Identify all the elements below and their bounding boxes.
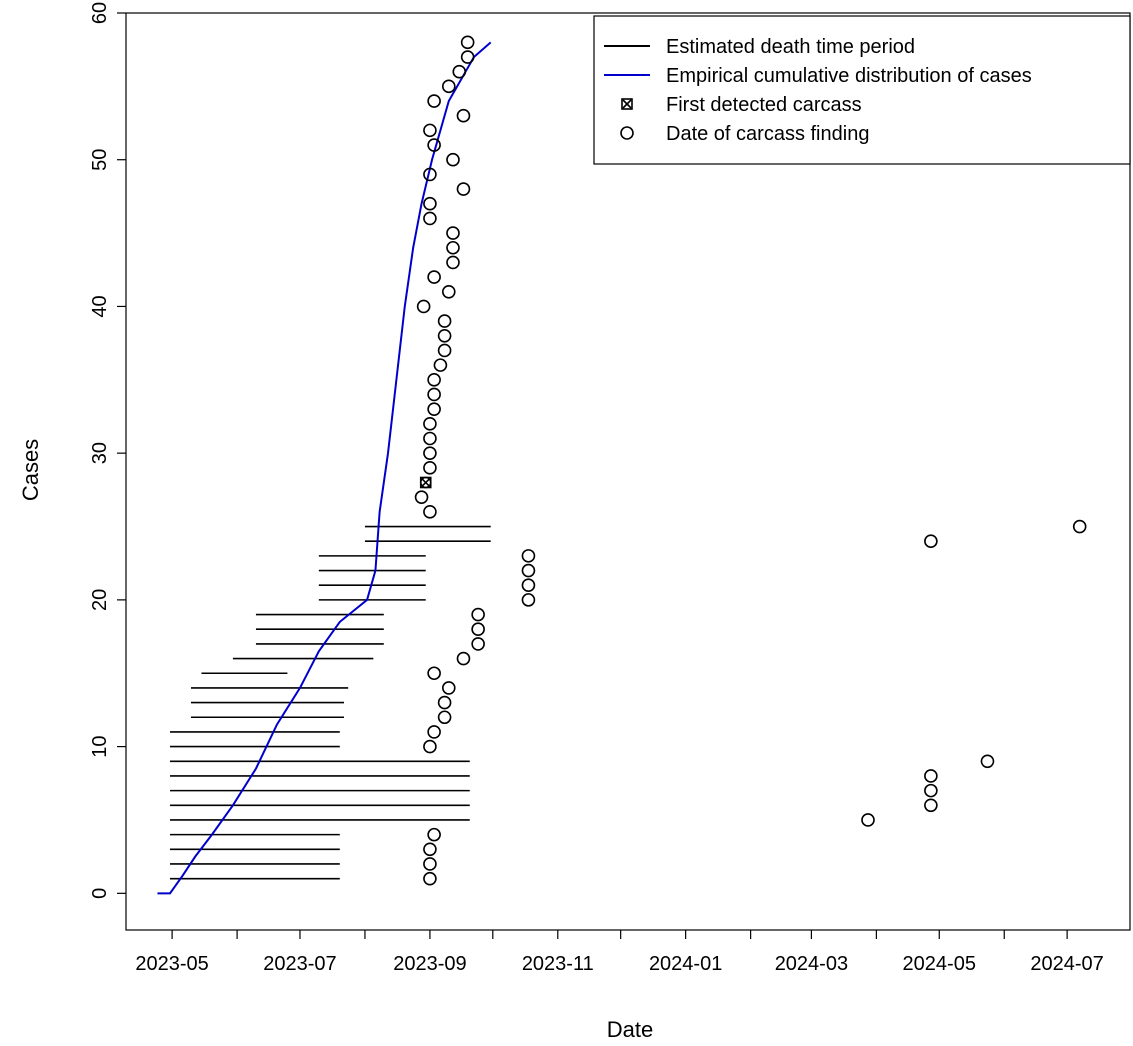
carcass-finding-point	[446, 255, 460, 270]
carcass-finding-point	[446, 240, 460, 255]
carcass-finding-point	[456, 108, 471, 123]
carcass-finding-point	[446, 226, 460, 240]
carcass-finding-point	[414, 490, 429, 504]
first-carcass-marker-box	[419, 476, 432, 489]
carcass-finding-point	[423, 167, 437, 182]
x-tick-label: 2023-07	[263, 953, 336, 975]
y-tick-label: 50	[89, 149, 111, 171]
plot-frame	[125, 12, 1131, 931]
x-tick-label: 2023-05	[135, 953, 208, 975]
carcass-finding-point	[427, 372, 441, 387]
legend: Estimated death time period Empirical cum…	[593, 15, 1131, 165]
carcass-finding-point	[521, 549, 536, 563]
carcass-finding-point	[441, 79, 456, 94]
carcass-finding-point	[427, 827, 441, 842]
carcass-finding-point	[471, 622, 485, 637]
carcass-finding-point	[471, 607, 485, 622]
carcass-finding-point	[427, 387, 441, 402]
legend-key-circle	[620, 126, 634, 140]
carcass-finding-point	[441, 284, 456, 299]
y-tick-label: 10	[89, 735, 111, 757]
carcass-finding-point	[460, 35, 475, 50]
carcass-finding-point	[423, 505, 437, 519]
legend-key-box	[621, 98, 633, 110]
y-tick-label: 20	[89, 589, 111, 611]
carcass-finding-point	[423, 842, 437, 857]
carcass-finding-point	[980, 754, 995, 769]
carcass-finding-point	[437, 314, 452, 328]
carcass-finding-point	[437, 710, 452, 725]
carcass-finding-point	[423, 739, 437, 754]
carcass-finding-point	[423, 196, 437, 211]
carcass-finding-point	[437, 343, 452, 358]
x-tick-label: 2023-09	[393, 953, 466, 975]
carcass-finding-point	[433, 358, 448, 372]
carcass-finding-point	[427, 270, 441, 284]
carcass-finding-point	[456, 651, 471, 666]
carcass-finding-point	[924, 534, 938, 548]
carcass-finding-point	[427, 138, 441, 152]
legend-label: Estimated death time period	[666, 36, 915, 58]
carcass-finding-point	[427, 402, 441, 416]
plot-area	[157, 35, 1087, 895]
ecdf-line	[157, 41, 492, 895]
carcass-finding-point	[427, 94, 441, 108]
carcass-finding-point	[423, 461, 437, 475]
carcass-finding-point	[452, 64, 467, 79]
y-axis-label: Cases	[18, 439, 43, 501]
legend-key-cross	[622, 99, 632, 109]
first-carcass-marker-cross	[421, 478, 430, 487]
legend-label: Empirical cumulative distribution of cas…	[666, 65, 1032, 87]
carcass-finding-point	[521, 563, 536, 578]
carcass-finding-point	[521, 578, 536, 593]
x-tick-label: 2024-07	[1030, 953, 1103, 975]
carcass-finding-point	[441, 681, 456, 695]
x-tick-label: 2023-11	[522, 953, 594, 975]
x-axis-label: Date	[607, 1017, 653, 1042]
carcass-finding-point	[924, 798, 938, 813]
carcass-finding-point	[924, 769, 938, 783]
x-tick-label: 2024-01	[649, 953, 722, 975]
legend-label: Date of carcass finding	[666, 123, 869, 145]
y-tick-label: 60	[89, 2, 111, 24]
y-tick-label: 40	[89, 295, 111, 317]
y-tick-label: 30	[89, 442, 111, 464]
carcass-finding-point	[521, 593, 536, 607]
legend-label: First detected carcass	[666, 94, 862, 116]
legend-box	[593, 15, 1131, 165]
carcass-finding-point	[471, 637, 485, 651]
carcass-finding-point	[437, 328, 452, 343]
carcass-finding-point	[1072, 519, 1087, 534]
x-tick-label: 2024-03	[775, 953, 848, 975]
carcass-finding-point	[423, 857, 437, 871]
carcass-finding-point	[423, 431, 437, 446]
carcass-finding-point	[423, 211, 437, 226]
carcass-finding-point	[423, 123, 437, 138]
carcass-finding-point	[861, 813, 875, 827]
carcass-finding-point	[460, 50, 475, 64]
carcass-finding-point	[427, 725, 441, 739]
carcass-finding-point	[416, 299, 431, 314]
x-tick-label: 2024-05	[903, 953, 976, 975]
carcass-finding-point	[437, 695, 452, 710]
carcass-finding-point	[423, 446, 437, 460]
carcass-finding-point	[456, 182, 471, 196]
y-tick-label: 0	[89, 888, 111, 899]
carcass-finding-point	[446, 152, 460, 167]
carcass-finding-point	[924, 783, 938, 798]
carcass-finding-point	[423, 871, 437, 886]
carcass-finding-point	[423, 417, 437, 431]
axes: 0 10 20 30 40 50 60 2023-05 2023-07 2023-09 2023-1…	[89, 2, 1131, 975]
carcass-finding-point	[427, 666, 441, 681]
